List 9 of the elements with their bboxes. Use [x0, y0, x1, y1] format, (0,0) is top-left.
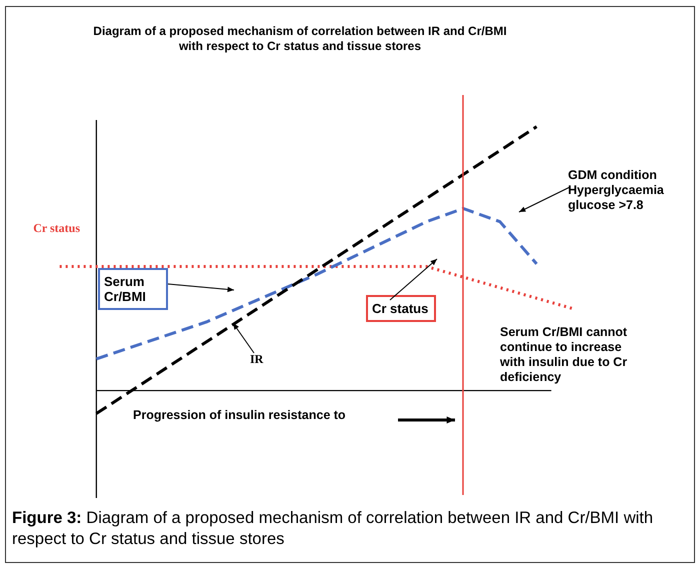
caption: Figure 3: Diagram of a proposed mechanism of correlation between IR and Cr/BMI with respect to Cr status and tissue stores: [12, 509, 654, 548]
text: Cr status: [372, 301, 428, 316]
x-axis-title: Progression of insulin resistance to: [133, 408, 346, 422]
text: Serum Cr/BMI: [98, 268, 168, 310]
annotation: GDM condition Hyperglycaemia glucose >7.8: [568, 168, 665, 213]
chart-title: Diagram of a proposed mechanism of correlation between IR and Cr/BMI with respect to Cr status and tissue stores: [92, 24, 508, 54]
text: IR: [250, 352, 264, 367]
text: Cr status: [32, 220, 80, 237]
annotation: Serum Cr/BMI cannot continue to increase with insulin due to Cr deficiency: [500, 325, 628, 385]
